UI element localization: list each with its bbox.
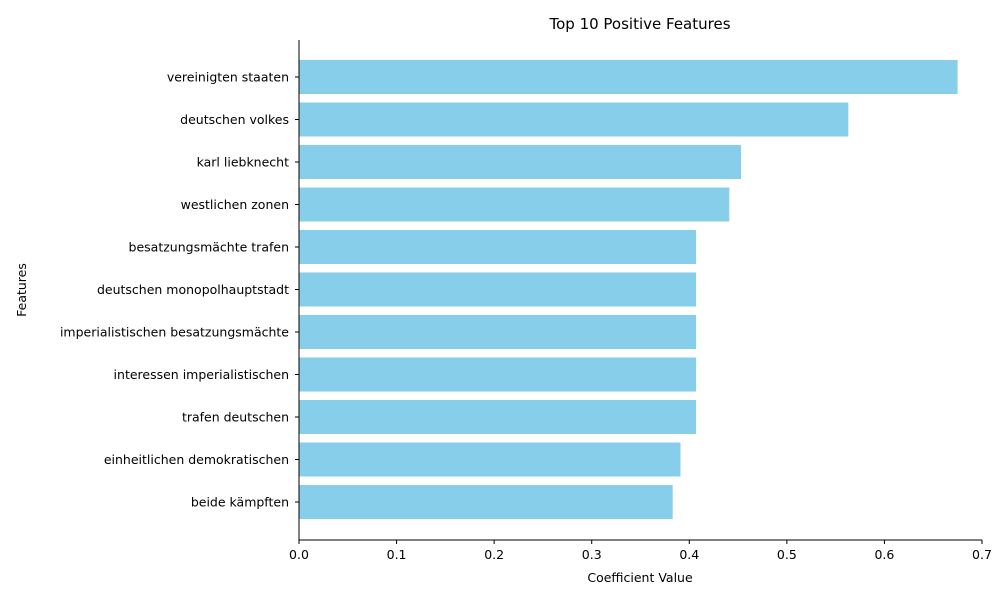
y-tick-label: beide kämpften <box>191 495 289 510</box>
x-tick-label: 0.6 <box>874 547 894 562</box>
chart-title: Top 10 Positive Features <box>548 15 730 33</box>
bar <box>299 442 681 477</box>
x-axis-label: Coefficient Value <box>587 570 693 585</box>
bar <box>299 315 697 349</box>
y-tick-label: besatzungsmächte trafen <box>129 240 289 255</box>
bars-group <box>299 60 958 519</box>
bar <box>299 60 958 94</box>
bar <box>299 230 697 264</box>
bar <box>299 145 741 179</box>
bar <box>299 357 697 392</box>
y-tick-label: einheitlichen demokratischen <box>104 452 289 467</box>
y-tick-label: trafen deutschen <box>182 410 289 425</box>
y-tick-label: deutschen volkes <box>180 112 289 127</box>
x-tick-label: 0.3 <box>582 547 602 562</box>
y-tick-label: imperialistischen besatzungsmächte <box>60 325 289 340</box>
y-axis-ticks: vereinigten staaten deutschen volkes karl … <box>60 70 299 510</box>
y-tick-label: karl liebknecht <box>197 155 289 170</box>
y-axis-label: Features <box>14 263 29 317</box>
bar <box>299 187 730 222</box>
x-tick-label: 0.2 <box>484 547 504 562</box>
x-tick-label: 0.1 <box>387 547 407 562</box>
bar <box>299 272 697 307</box>
x-tick-label: 0.7 <box>972 547 992 562</box>
y-tick-label: deutschen monopolhauptstadt <box>97 282 289 297</box>
y-tick-label: westlichen zonen <box>181 197 289 212</box>
x-tick-label: 0.5 <box>777 547 797 562</box>
bar <box>299 102 849 137</box>
x-tick-label: 0.4 <box>679 547 699 562</box>
y-tick-label: interessen imperialistischen <box>114 367 289 382</box>
x-axis-ticks: 0.0 0.1 0.2 0.3 0.4 0.5 0.6 0.7 <box>289 540 992 562</box>
bar <box>299 485 673 519</box>
x-tick-label: 0.0 <box>289 547 309 562</box>
y-tick-label: vereinigten staaten <box>167 70 289 85</box>
bar <box>299 400 697 434</box>
